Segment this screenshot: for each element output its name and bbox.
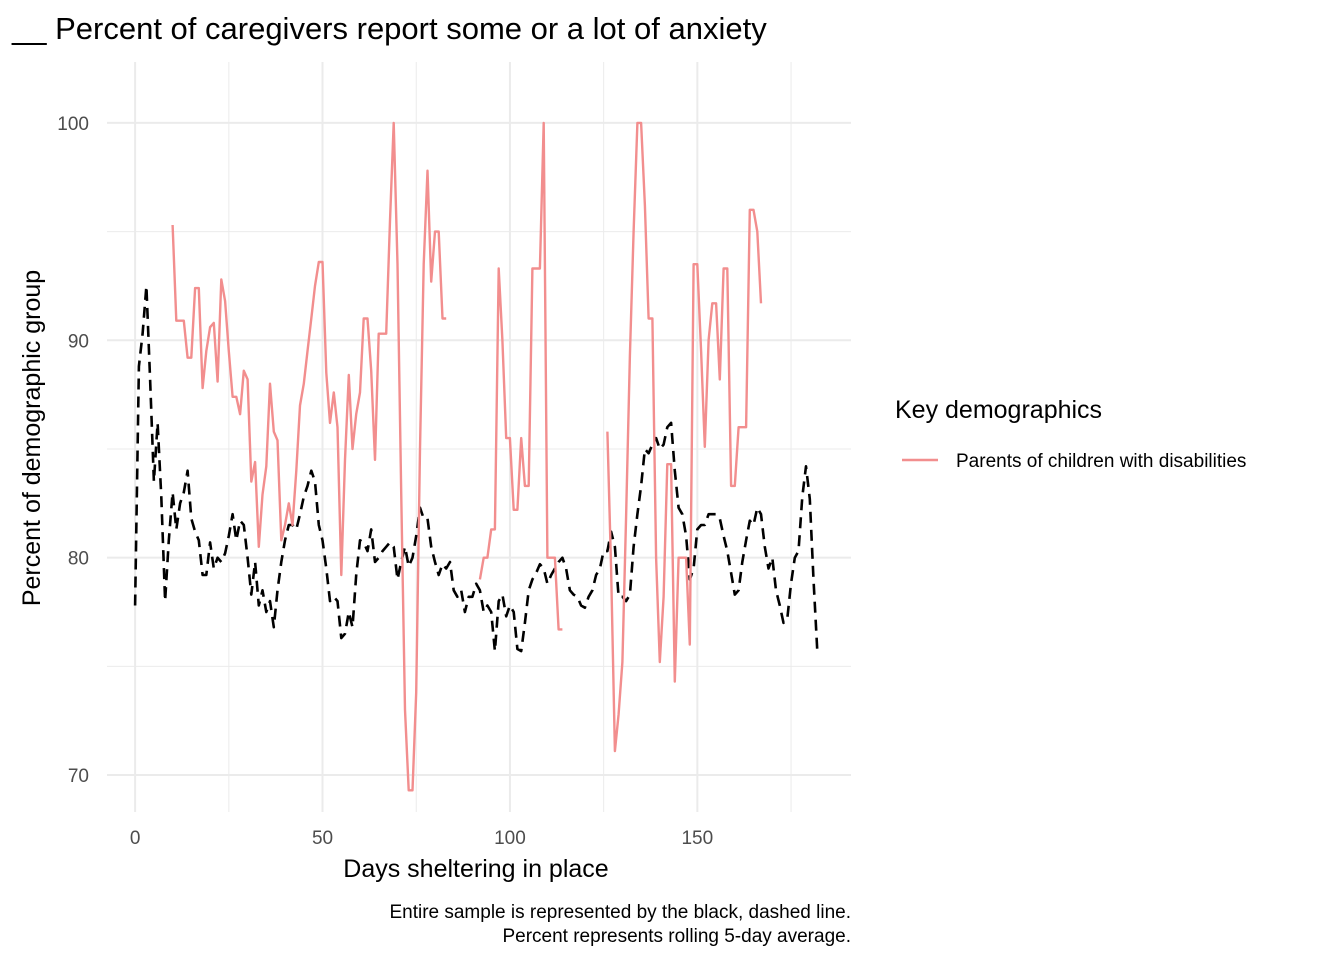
series-line-parents (171, 121, 447, 792)
y-tick-label: 90 (68, 331, 89, 352)
legend-title: Key demographics (895, 396, 1102, 424)
series-line-parents (606, 121, 763, 753)
chart-title: __ Percent of caregivers report some or … (11, 11, 767, 46)
x-tick-label: 150 (681, 828, 713, 849)
y-axis-title: Percent of demographic group (18, 270, 46, 606)
series-line-parents (478, 121, 563, 631)
y-tick-label: 80 (68, 549, 89, 570)
y-tick-label: 70 (68, 766, 89, 787)
grid (107, 62, 851, 812)
legend: Key demographics Parents of children wit… (895, 396, 1246, 472)
y-tick-label: 100 (57, 114, 89, 135)
legend-label: Parents of children with disabilities (956, 451, 1246, 472)
caption-line-2: Percent represents rolling 5-day average… (502, 926, 851, 947)
x-tick-label: 100 (494, 828, 526, 849)
series-layer (133, 121, 819, 792)
x-tick-label: 50 (312, 828, 333, 849)
x-axis-title: Days sheltering in place (343, 855, 608, 883)
x-tick-label: 0 (130, 828, 141, 849)
reference-line-dashed (133, 284, 819, 653)
tick-labels: 70 80 90 100 0 50 100 150 (57, 114, 713, 849)
caption-line-1: Entire sample is represented by the blac… (389, 902, 851, 923)
